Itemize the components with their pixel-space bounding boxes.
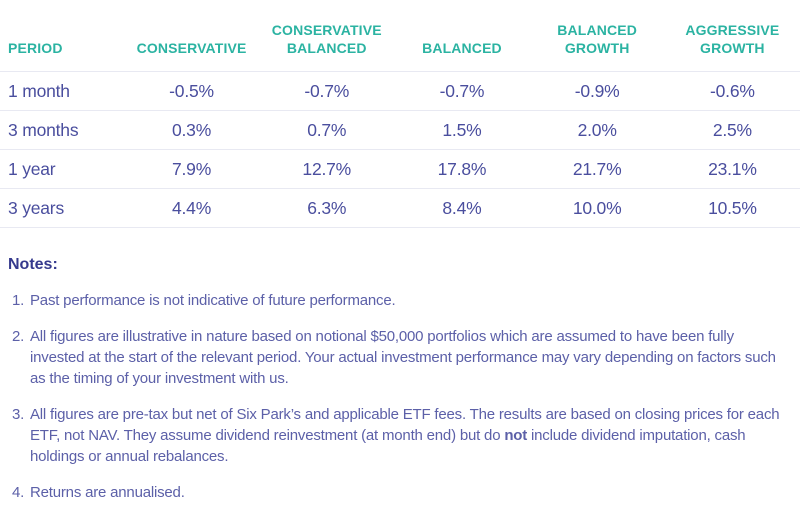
header-row: PERIOD CONSERVATIVE CONSERVATIVE BALANCE…	[0, 0, 800, 72]
note-number: 4.	[12, 483, 25, 501]
performance-table-header: PERIOD CONSERVATIVE CONSERVATIVE BALANCE…	[0, 0, 800, 72]
column-header-conservative: CONSERVATIVE	[123, 0, 260, 72]
value-cell: 10.0%	[529, 188, 665, 228]
value-cell: 7.9%	[123, 149, 260, 189]
value-cell: -0.5%	[123, 71, 260, 111]
value-cell: -0.6%	[664, 71, 800, 111]
note-text: Returns are annualised.	[30, 483, 185, 501]
value-cell: -0.7%	[259, 71, 395, 111]
note-text: All figures are illustrative in nature b…	[30, 327, 776, 387]
column-header-period: PERIOD	[0, 0, 124, 72]
note-item-2: 2. All figures are illustrative in natur…	[12, 326, 790, 389]
period-cell: 1 month	[0, 71, 124, 111]
value-cell: 2.5%	[664, 110, 800, 150]
value-cell: 4.4%	[123, 188, 260, 228]
value-cell: 12.7%	[259, 149, 395, 189]
value-cell: -0.9%	[529, 71, 665, 111]
note-number: 3.	[12, 405, 25, 423]
column-header-aggressive-growth: AGGRESSIVE GROWTH	[664, 0, 800, 72]
value-cell: 23.1%	[664, 149, 800, 189]
period-cell: 1 year	[0, 149, 124, 189]
value-cell: 21.7%	[529, 149, 665, 189]
table-row-1-month: 1 month -0.5% -0.7% -0.7% -0.9% -0.6%	[0, 71, 800, 111]
performance-table-body: 1 month -0.5% -0.7% -0.7% -0.9% -0.6% 3 …	[0, 71, 800, 228]
note-item-1: 1. Past performance is not indicative of…	[12, 290, 790, 311]
column-header-balanced: BALANCED	[394, 0, 530, 72]
note-text: All figures are pre-tax but net of Six P…	[30, 404, 790, 467]
value-cell: 0.3%	[123, 110, 260, 150]
table-row-3-months: 3 months 0.3% 0.7% 1.5% 2.0% 2.5%	[0, 110, 800, 150]
notes-section: Notes: 1. Past performance is not indica…	[0, 256, 800, 503]
value-cell: -0.7%	[394, 71, 530, 111]
period-cell: 3 months	[0, 110, 124, 150]
note-text: Past performance is not indicative of fu…	[30, 291, 396, 309]
note-item-3: 3. All figures are pre-tax but net of Si…	[12, 404, 790, 467]
period-cell: 3 years	[0, 188, 124, 228]
note-number: 1.	[12, 291, 25, 309]
value-cell: 0.7%	[259, 110, 395, 150]
value-cell: 17.8%	[394, 149, 530, 189]
note-number: 2.	[12, 327, 25, 345]
value-cell: 10.5%	[664, 188, 800, 228]
value-cell: 2.0%	[529, 110, 665, 150]
column-header-conservative-balanced: CONSERVATIVE BALANCED	[259, 0, 395, 72]
performance-table: PERIOD CONSERVATIVE CONSERVATIVE BALANCE…	[0, 0, 800, 228]
notes-heading: Notes:	[8, 255, 58, 273]
note-text-segment: include dividend imputation, cash holdin…	[30, 426, 746, 465]
table-row-1-year: 1 year 7.9% 12.7% 17.8% 21.7% 23.1%	[0, 149, 800, 189]
note-text-segment: All figures are pre-tax but net of Six P…	[30, 405, 780, 444]
column-header-balanced-growth: BALANCED GROWTH	[529, 0, 665, 72]
note-item-4: 4. Returns are annualised.	[12, 482, 790, 503]
note-text-bold: not	[504, 426, 528, 444]
value-cell: 8.4%	[394, 188, 530, 228]
value-cell: 1.5%	[394, 110, 530, 150]
value-cell: 6.3%	[259, 188, 395, 228]
table-row-3-years: 3 years 4.4% 6.3% 8.4% 10.0% 10.5%	[0, 188, 800, 228]
